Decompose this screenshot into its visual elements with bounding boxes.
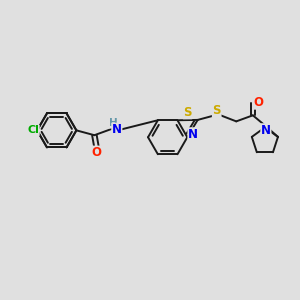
- Text: N: N: [261, 124, 271, 137]
- Text: O: O: [254, 96, 264, 109]
- Text: S: S: [212, 104, 221, 117]
- Text: H: H: [109, 118, 117, 128]
- Text: Cl: Cl: [27, 125, 39, 135]
- Text: S: S: [183, 106, 192, 119]
- Text: N: N: [188, 128, 198, 141]
- Text: O: O: [92, 146, 102, 159]
- Text: N: N: [112, 123, 122, 136]
